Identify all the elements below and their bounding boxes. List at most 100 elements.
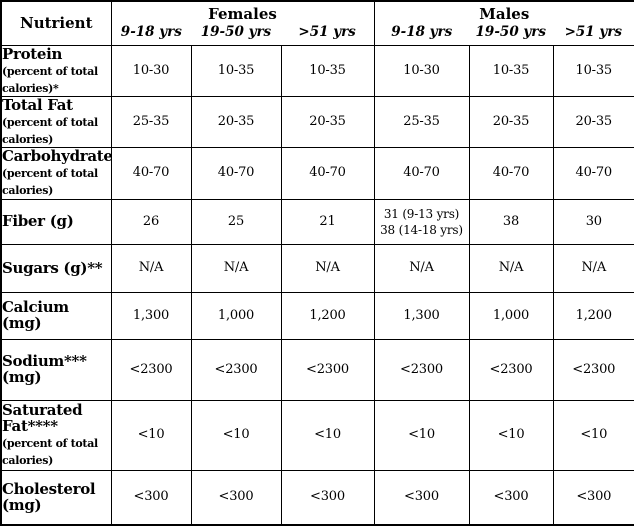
value-cell: <300 xyxy=(191,470,281,525)
value-cell: 1,000 xyxy=(191,292,281,339)
nutrient-name-cell: Sodium*** (mg) xyxy=(1,339,111,400)
value-cell: <300 xyxy=(111,470,191,525)
group-header-females: Females 9-18 yrs 19-50 yrs >51 yrs xyxy=(111,1,374,45)
value-cell: <10 xyxy=(553,400,634,470)
value-cell: N/A xyxy=(281,244,374,292)
nutrient-name-cell: Carbohydrate (percent of total calories) xyxy=(1,147,111,199)
value-cell: 10-30 xyxy=(374,45,469,96)
value-cell: <300 xyxy=(281,470,374,525)
age-header-females-9-18: 9-18 yrs xyxy=(112,23,192,41)
table-row-calcium: Calcium (mg) 1,300 1,000 1,200 1,300 1,0… xyxy=(1,292,634,339)
nutrient-name-cell: Cholesterol (mg) xyxy=(1,470,111,525)
age-header-males-51plus: >51 yrs xyxy=(553,23,634,41)
value-cell: 1,200 xyxy=(281,292,374,339)
age-header-males-9-18: 9-18 yrs xyxy=(375,23,469,41)
value-cell: 1,300 xyxy=(111,292,191,339)
nutrient-name-cell: Protein (percent of total calories)* xyxy=(1,45,111,96)
age-header-females-51plus: >51 yrs xyxy=(281,23,374,41)
nutrient-note: (percent of total calories)* xyxy=(2,65,98,95)
value-cell: <2300 xyxy=(374,339,469,400)
value-cell: 10-35 xyxy=(191,45,281,96)
value-cell: 10-35 xyxy=(469,45,553,96)
nutrient-name: Protein xyxy=(2,45,62,63)
value-cell: 1,000 xyxy=(469,292,553,339)
females-age-row: 9-18 yrs 19-50 yrs >51 yrs xyxy=(112,23,374,41)
value-cell: 40-70 xyxy=(553,147,634,199)
value-cell: <2300 xyxy=(469,339,553,400)
value-cell: 10-35 xyxy=(281,45,374,96)
nutrient-name-cell: Calcium (mg) xyxy=(1,292,111,339)
column-header-nutrient: Nutrient xyxy=(1,1,111,45)
nutrient-note: (percent of total calories) xyxy=(2,167,98,197)
value-cell: 1,200 xyxy=(553,292,634,339)
value-cell: 25-35 xyxy=(111,96,191,147)
value-cell: N/A xyxy=(111,244,191,292)
nutrient-name: Saturated Fat**** xyxy=(2,401,82,435)
value-cell: <10 xyxy=(191,400,281,470)
value-cell: 1,300 xyxy=(374,292,469,339)
table-row-sodium: Sodium*** (mg) <2300 <2300 <2300 <2300 <… xyxy=(1,339,634,400)
value-cell: <10 xyxy=(111,400,191,470)
value-cell: 40-70 xyxy=(111,147,191,199)
value-cell: 25-35 xyxy=(374,96,469,147)
value-cell: <10 xyxy=(374,400,469,470)
value-cell: <10 xyxy=(281,400,374,470)
value-cell: 40-70 xyxy=(191,147,281,199)
value-cell: 20-35 xyxy=(469,96,553,147)
value-cell: 10-35 xyxy=(553,45,634,96)
nutrient-note: (percent of total calories) xyxy=(2,437,98,467)
value-cell: 20-35 xyxy=(281,96,374,147)
nutrient-name-cell: Sugars (g)** xyxy=(1,244,111,292)
table-row-cholesterol: Cholesterol (mg) <300 <300 <300 <300 <30… xyxy=(1,470,634,525)
value-cell: N/A xyxy=(191,244,281,292)
value-cell: 21 xyxy=(281,199,374,244)
nutrient-name: Total Fat xyxy=(2,96,73,114)
value-cell: <10 xyxy=(469,400,553,470)
value-cell: N/A xyxy=(374,244,469,292)
nutrient-name-cell: Fiber (g) xyxy=(1,199,111,244)
value-cell: 25 xyxy=(191,199,281,244)
table-row-fiber: Fiber (g) 26 25 21 31 (9-13 yrs) 38 (14-… xyxy=(1,199,634,244)
value-cell: 40-70 xyxy=(281,147,374,199)
table-row-protein: Protein (percent of total calories)* 10-… xyxy=(1,45,634,96)
value-cell: 40-70 xyxy=(374,147,469,199)
value-cell: 31 (9-13 yrs) 38 (14-18 yrs) xyxy=(374,199,469,244)
value-cell: 38 xyxy=(469,199,553,244)
nutrient-name: Cholesterol (mg) xyxy=(2,480,95,514)
value-cell: <300 xyxy=(469,470,553,525)
table-row-carbohydrate: Carbohydrate (percent of total calories)… xyxy=(1,147,634,199)
nutrient-name-cell: Total Fat (percent of total calories) xyxy=(1,96,111,147)
nutrient-name: Sodium*** (mg) xyxy=(2,352,87,386)
nutrient-name: Carbohydrate xyxy=(2,147,111,165)
value-cell: 20-35 xyxy=(553,96,634,147)
value-cell: 10-30 xyxy=(111,45,191,96)
males-age-row: 9-18 yrs 19-50 yrs >51 yrs xyxy=(375,23,634,41)
females-label: Females xyxy=(112,5,374,23)
value-cell: <2300 xyxy=(553,339,634,400)
value-cell: 30 xyxy=(553,199,634,244)
nutrient-name-cell: Saturated Fat**** (percent of total calo… xyxy=(1,400,111,470)
nutrient-note: (percent of total calories) xyxy=(2,116,98,146)
value-cell: <300 xyxy=(553,470,634,525)
value-cell: 26 xyxy=(111,199,191,244)
value-cell: <2300 xyxy=(191,339,281,400)
group-header-males: Males 9-18 yrs 19-50 yrs >51 yrs xyxy=(374,1,634,45)
header-row: Nutrient Females 9-18 yrs 19-50 yrs >51 … xyxy=(1,1,634,45)
table-row-total-fat: Total Fat (percent of total calories) 25… xyxy=(1,96,634,147)
value-cell: <2300 xyxy=(281,339,374,400)
value-cell: N/A xyxy=(469,244,553,292)
age-header-females-19-50: 19-50 yrs xyxy=(191,23,281,41)
value-cell: N/A xyxy=(553,244,634,292)
nutrient-name: Calcium (mg) xyxy=(2,298,69,332)
table-row-sugars: Sugars (g)** N/A N/A N/A N/A N/A N/A xyxy=(1,244,634,292)
value-cell: <300 xyxy=(374,470,469,525)
nutrient-name: Sugars (g)** xyxy=(2,259,102,277)
value-cell: 40-70 xyxy=(469,147,553,199)
value-cell: <2300 xyxy=(111,339,191,400)
age-header-males-19-50: 19-50 yrs xyxy=(469,23,553,41)
value-cell: 20-35 xyxy=(191,96,281,147)
nutrient-name: Fiber (g) xyxy=(2,212,74,230)
table-row-saturated-fat: Saturated Fat**** (percent of total calo… xyxy=(1,400,634,470)
